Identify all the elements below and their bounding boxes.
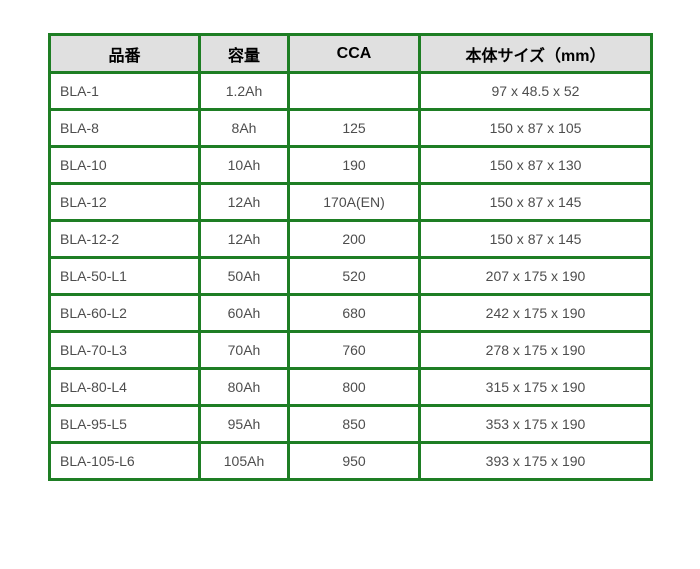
cell-0-3: 97 x 48.5 x 52 <box>418 71 653 111</box>
cell-1-2: 125 <box>287 108 421 148</box>
cell-9-0: BLA-95-L5 <box>48 404 201 444</box>
battery-spec-table-container: 品番 容量 CCA 本体サイズ（mm） BLA-1 1.2Ah 97 x 48.5 x 5… <box>48 33 653 481</box>
header-cell-3: 本体サイズ（mm） <box>418 33 653 74</box>
cell-8-3: 315 x 175 x 190 <box>418 367 653 407</box>
cell-3-3: 150 x 87 x 145 <box>418 182 653 222</box>
cell-10-2: 950 <box>287 441 421 481</box>
cell-6-3: 242 x 175 x 190 <box>418 293 653 333</box>
cell-10-3: 393 x 175 x 190 <box>418 441 653 481</box>
cell-8-0: BLA-80-L4 <box>48 367 201 407</box>
table-row: BLA-8 8Ah 125 150 x 87 x 105 <box>48 108 653 148</box>
cell-0-0: BLA-1 <box>48 71 201 111</box>
cell-2-0: BLA-10 <box>48 145 201 185</box>
table-row: BLA-12-2 12Ah 200 150 x 87 x 145 <box>48 219 653 259</box>
cell-0-2 <box>287 71 421 111</box>
cell-5-2: 520 <box>287 256 421 296</box>
table-row: BLA-70-L3 70Ah 760 278 x 175 x 190 <box>48 330 653 370</box>
header-row: 品番 容量 CCA 本体サイズ（mm） <box>48 33 653 74</box>
table-row: BLA-12 12Ah 170A(EN) 150 x 87 x 145 <box>48 182 653 222</box>
cell-1-0: BLA-8 <box>48 108 201 148</box>
cell-9-2: 850 <box>287 404 421 444</box>
cell-7-2: 760 <box>287 330 421 370</box>
cell-2-2: 190 <box>287 145 421 185</box>
cell-7-0: BLA-70-L3 <box>48 330 201 370</box>
cell-6-0: BLA-60-L2 <box>48 293 201 333</box>
header-cell-2: CCA <box>287 33 421 74</box>
cell-6-2: 680 <box>287 293 421 333</box>
cell-5-3: 207 x 175 x 190 <box>418 256 653 296</box>
battery-spec-table: 品番 容量 CCA 本体サイズ（mm） BLA-1 1.2Ah 97 x 48.5 x 5… <box>48 33 653 481</box>
cell-5-0: BLA-50-L1 <box>48 256 201 296</box>
cell-3-0: BLA-12 <box>48 182 201 222</box>
cell-4-0: BLA-12-2 <box>48 219 201 259</box>
cell-2-1: 10Ah <box>198 145 290 185</box>
cell-9-1: 95Ah <box>198 404 290 444</box>
table-row: BLA-80-L4 80Ah 800 315 x 175 x 190 <box>48 367 653 407</box>
cell-4-1: 12Ah <box>198 219 290 259</box>
cell-1-1: 8Ah <box>198 108 290 148</box>
cell-10-0: BLA-105-L6 <box>48 441 201 481</box>
cell-3-2: 170A(EN) <box>287 182 421 222</box>
cell-3-1: 12Ah <box>198 182 290 222</box>
table-row: BLA-1 1.2Ah 97 x 48.5 x 52 <box>48 71 653 111</box>
cell-5-1: 50Ah <box>198 256 290 296</box>
table-row: BLA-95-L5 95Ah 850 353 x 175 x 190 <box>48 404 653 444</box>
table-row: BLA-60-L2 60Ah 680 242 x 175 x 190 <box>48 293 653 333</box>
cell-4-3: 150 x 87 x 145 <box>418 219 653 259</box>
table-row: BLA-10 10Ah 190 150 x 87 x 130 <box>48 145 653 185</box>
cell-1-3: 150 x 87 x 105 <box>418 108 653 148</box>
table-body: BLA-1 1.2Ah 97 x 48.5 x 52 BLA-8 8Ah 125 150 x… <box>48 71 653 481</box>
table-row: BLA-105-L6 105Ah 950 393 x 175 x 190 <box>48 441 653 481</box>
header-cell-1: 容量 <box>198 33 290 74</box>
cell-7-1: 70Ah <box>198 330 290 370</box>
cell-2-3: 150 x 87 x 130 <box>418 145 653 185</box>
cell-7-3: 278 x 175 x 190 <box>418 330 653 370</box>
cell-4-2: 200 <box>287 219 421 259</box>
cell-10-1: 105Ah <box>198 441 290 481</box>
cell-6-1: 60Ah <box>198 293 290 333</box>
cell-8-1: 80Ah <box>198 367 290 407</box>
table-row: BLA-50-L1 50Ah 520 207 x 175 x 190 <box>48 256 653 296</box>
cell-0-1: 1.2Ah <box>198 71 290 111</box>
header-cell-0: 品番 <box>48 33 201 74</box>
cell-8-2: 800 <box>287 367 421 407</box>
cell-9-3: 353 x 175 x 190 <box>418 404 653 444</box>
